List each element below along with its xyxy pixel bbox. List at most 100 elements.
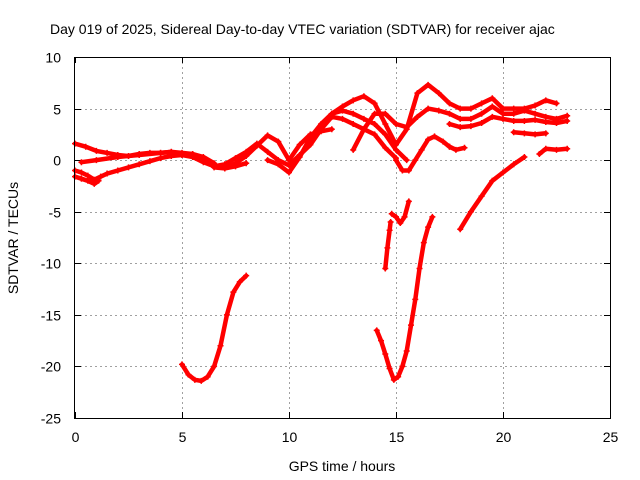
data-point — [328, 110, 335, 117]
data-point — [532, 110, 539, 117]
data-point — [425, 81, 432, 88]
data-point — [307, 134, 314, 141]
data-point — [296, 154, 303, 161]
data-point — [350, 110, 357, 117]
data-point — [536, 150, 543, 157]
data-point — [412, 157, 419, 164]
data-point — [243, 153, 250, 160]
data-point — [457, 115, 464, 122]
data-point — [211, 164, 218, 171]
data-point — [157, 149, 164, 156]
data-point — [425, 105, 432, 112]
data-point — [382, 351, 389, 358]
data-point — [378, 337, 385, 344]
data-point — [232, 155, 239, 162]
data-point — [412, 296, 419, 303]
data-point — [521, 107, 528, 114]
data-point — [382, 131, 389, 138]
data-point — [382, 265, 389, 272]
data-point — [403, 347, 410, 354]
data-point — [328, 126, 335, 133]
data-point — [95, 177, 102, 184]
data-point — [446, 143, 453, 150]
data-point — [386, 227, 393, 234]
data-point — [114, 154, 121, 161]
data-point — [286, 162, 292, 169]
data-point — [395, 373, 402, 380]
y-tick-label: -20 — [41, 359, 61, 375]
data-point — [467, 115, 474, 122]
data-point — [78, 169, 85, 176]
y-tick-label: -10 — [41, 256, 61, 272]
x-tick-label: 10 — [282, 429, 298, 445]
y-axis-label: SDTVAR / TECUs — [5, 182, 21, 294]
data-point — [198, 377, 205, 384]
data-point — [431, 133, 438, 140]
data-point — [387, 219, 394, 226]
data-point — [553, 100, 560, 107]
data-point — [371, 100, 378, 107]
data-point — [97, 173, 104, 180]
series-trace-3 — [72, 151, 195, 182]
data-point — [425, 136, 432, 143]
data-point — [185, 371, 192, 378]
data-point — [168, 153, 175, 160]
data-point — [78, 175, 85, 182]
data-point — [429, 213, 436, 220]
data-point — [542, 113, 549, 120]
data-point — [275, 161, 282, 168]
data-point — [553, 120, 560, 127]
data-point — [82, 143, 89, 150]
data-point — [382, 110, 389, 117]
x-axis-label: GPS time / hours — [289, 458, 396, 474]
data-point — [84, 172, 91, 179]
data-point — [420, 239, 427, 246]
data-point — [521, 117, 528, 124]
data-point — [467, 123, 474, 130]
data-point — [435, 107, 442, 114]
data-point — [146, 158, 153, 165]
data-point — [393, 146, 399, 153]
data-point — [384, 244, 391, 251]
data-point — [275, 138, 282, 145]
data-point — [461, 144, 468, 151]
data-point — [440, 138, 447, 145]
data-point — [371, 131, 378, 138]
data-point — [435, 90, 442, 97]
data-point — [350, 121, 357, 128]
data-series — [72, 81, 571, 384]
data-point — [236, 278, 243, 285]
data-point — [403, 124, 410, 131]
data-point — [399, 167, 406, 174]
y-tick-label: -25 — [41, 411, 61, 427]
series-trace-13 — [383, 219, 393, 271]
data-point — [360, 115, 367, 122]
y-tick-label: -5 — [49, 205, 62, 221]
series-trace-19 — [537, 146, 570, 157]
data-point — [200, 154, 207, 161]
data-point — [446, 121, 453, 128]
data-point — [414, 90, 421, 97]
data-point — [373, 327, 380, 334]
data-point — [399, 363, 406, 370]
data-point — [418, 146, 425, 153]
data-point — [264, 148, 271, 155]
data-point — [532, 116, 539, 123]
data-point — [104, 170, 111, 177]
data-point — [510, 129, 517, 136]
data-point — [446, 110, 453, 117]
data-point — [221, 165, 228, 172]
data-point — [179, 361, 185, 368]
y-tick-label: 10 — [45, 50, 61, 66]
data-point — [211, 363, 218, 370]
data-point — [360, 93, 367, 100]
data-point — [500, 115, 506, 122]
data-point — [136, 151, 143, 158]
chart-title: Day 019 of 2025, Sidereal Day-to-day VTE… — [50, 21, 555, 37]
data-point — [403, 157, 410, 164]
data-point — [452, 146, 459, 153]
data-point — [397, 220, 404, 227]
data-point — [350, 146, 357, 153]
data-point — [489, 103, 496, 110]
